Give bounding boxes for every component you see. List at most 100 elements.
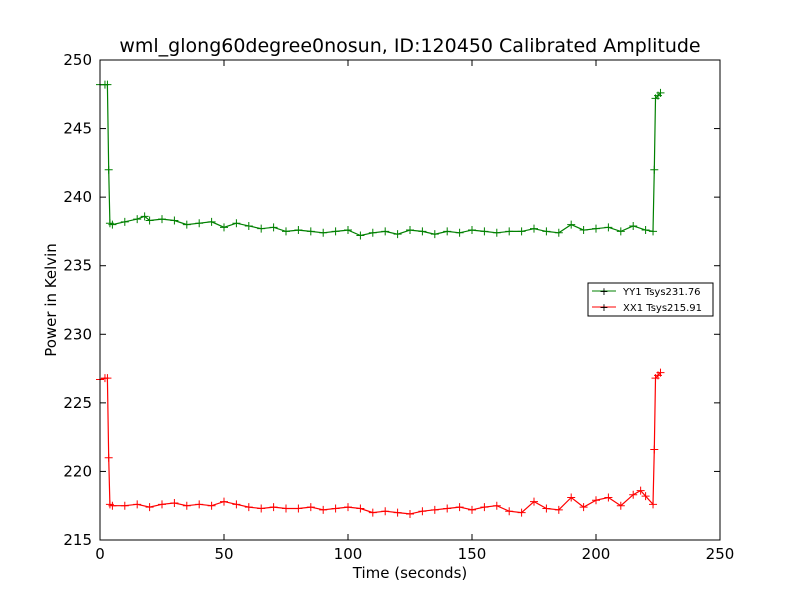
data-point: [133, 500, 142, 509]
data-point: [381, 227, 390, 236]
data-point: [133, 215, 142, 224]
data-point: [636, 486, 645, 495]
data-point: [406, 509, 414, 518]
data-point: [616, 227, 625, 236]
x-tick-label: 250: [706, 545, 735, 563]
data-point: [530, 224, 538, 233]
data-point: [232, 219, 241, 228]
legend-box: [587, 282, 714, 317]
y-tick-label: 235: [63, 257, 92, 275]
data-point: [604, 493, 613, 502]
data-point: [104, 453, 113, 462]
y-tick-label: 230: [63, 325, 92, 343]
data-point: [418, 227, 427, 236]
data-point: [158, 215, 166, 224]
data-point: [542, 227, 551, 236]
data-point: [430, 505, 439, 514]
data-point: [108, 220, 117, 229]
data-point: [368, 508, 377, 517]
data-point: [592, 224, 600, 233]
data-point: [120, 217, 129, 226]
data-point: [120, 501, 129, 510]
x-tick-label: 100: [334, 545, 363, 563]
data-point: [319, 505, 328, 514]
data-point: [220, 223, 228, 232]
data-point: [207, 217, 216, 226]
data-point: [455, 503, 464, 512]
data-point: [207, 501, 216, 510]
data-point: [195, 500, 204, 509]
data-point: [257, 504, 266, 513]
x-axis-label: Time (seconds): [352, 564, 468, 582]
data-point: [294, 504, 303, 513]
data-point: [381, 507, 390, 516]
data-point: [108, 501, 117, 510]
data-point: [629, 221, 638, 230]
data-point: [579, 226, 588, 235]
legend-label-yy1: YY1 Tsys231.76: [622, 287, 701, 298]
data-point: [269, 223, 278, 232]
data-point: [257, 224, 266, 233]
data-point: [393, 230, 402, 239]
data-point: [650, 165, 659, 174]
data-point: [629, 490, 638, 499]
data-point: [103, 374, 112, 383]
data-point: [567, 493, 576, 502]
data-point: [604, 223, 613, 232]
data-point: [282, 504, 290, 513]
data-point: [145, 503, 154, 512]
data-point: [517, 227, 526, 236]
data-point: [344, 226, 352, 235]
data-point: [468, 505, 476, 514]
data-point: [656, 88, 665, 97]
data-point: [443, 227, 452, 236]
legend: + YY1 Tsys231.76 + XX1 Tsys215.91: [587, 282, 714, 317]
legend-marker-yy1: +: [599, 285, 608, 298]
legend-marker-xx1: +: [599, 301, 608, 314]
data-point: [641, 226, 650, 235]
data-point: [269, 503, 278, 512]
data-point: [554, 228, 563, 237]
plot-frame: [99, 59, 721, 541]
data-point: [393, 508, 402, 517]
y-tick-label: 215: [63, 531, 92, 549]
data-point: [650, 445, 659, 454]
y-axis-label: Power in Kelvin: [42, 243, 60, 357]
data-point: [232, 500, 241, 509]
data-point: [468, 226, 476, 235]
data-point: [406, 226, 414, 235]
data-point: [195, 219, 204, 228]
data-point: [480, 227, 489, 236]
data-point: [567, 220, 576, 229]
data-point: [244, 503, 253, 512]
y-tick-label: 250: [63, 51, 92, 69]
data-point: [616, 501, 625, 510]
data-point: [542, 504, 551, 513]
chart-title: wml_glong60degree0nosun, ID:120450 Calib…: [119, 35, 700, 57]
y-tick-label: 245: [63, 120, 92, 138]
data-point: [103, 80, 112, 89]
data-point: [170, 498, 179, 507]
x-tick-label: 50: [214, 545, 233, 563]
data-point: [418, 507, 427, 516]
data-point: [505, 507, 514, 516]
data-point: [649, 500, 658, 509]
data-point: [356, 504, 365, 513]
y-tick-label: 225: [63, 394, 92, 412]
x-tick-label: 200: [582, 545, 611, 563]
data-point: [554, 505, 563, 514]
data-point: [530, 497, 538, 506]
data-point: [331, 504, 340, 513]
data-point: [331, 227, 340, 236]
data-point: [104, 165, 113, 174]
data-point: [140, 212, 149, 221]
data-point: [641, 492, 650, 501]
data-point: [480, 503, 489, 512]
data-point: [492, 228, 501, 237]
data-point: [294, 226, 303, 235]
data-point: [344, 503, 352, 512]
y-tick-label: 220: [63, 462, 92, 480]
data-point: [592, 496, 600, 505]
data-point: [244, 221, 253, 230]
